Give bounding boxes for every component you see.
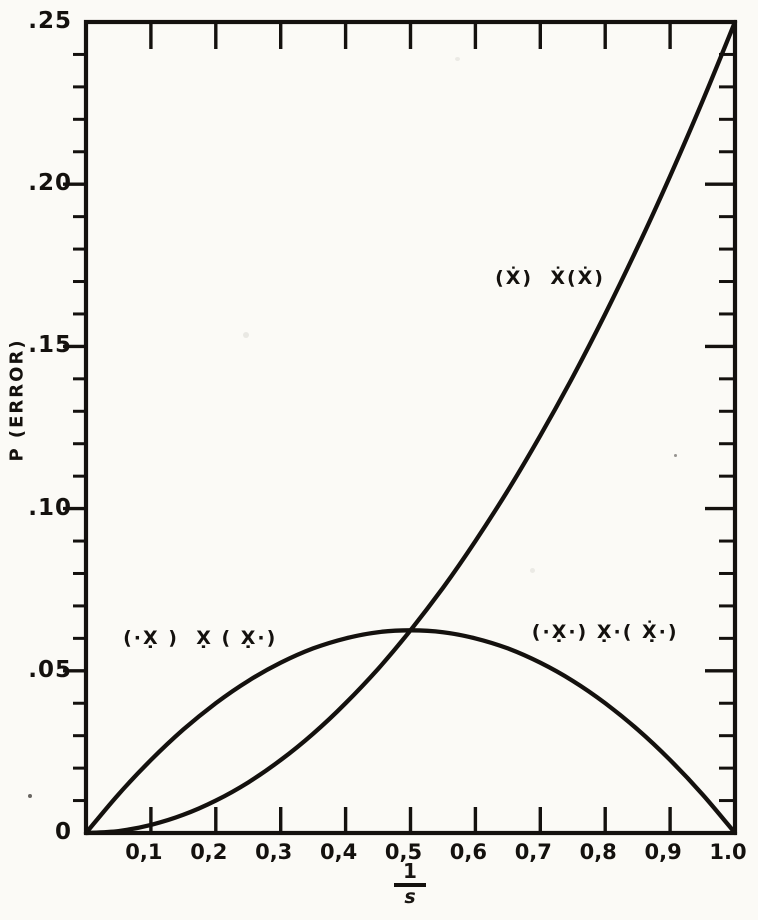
y-tick-label: .05: [28, 656, 72, 683]
y-tick-label: .15: [28, 332, 72, 359]
x-tick-label: 0,9: [644, 840, 682, 864]
x-tick-label: 0,1: [125, 840, 163, 864]
curve-label: (·X̣·) X̣·( Ẋ̣·): [531, 620, 679, 643]
x-axis-title-fraction: 1 s: [394, 861, 426, 907]
x-tick-label: 0,6: [449, 840, 487, 864]
x-tick-label: 0,4: [319, 840, 358, 864]
fraction-bar-line: [394, 883, 426, 887]
y-tick-label: .10: [28, 494, 72, 521]
scan-speck: [530, 568, 535, 573]
x-tick-label: 0,5: [384, 840, 423, 864]
x-axis-title-denominator: s: [404, 886, 416, 908]
x-tick-label: 0,8: [579, 840, 617, 864]
curve-label: (Ẋ) Ẋ(Ẋ): [495, 267, 605, 290]
data-curve-1: [83, 628, 738, 836]
x-tick-label: 0,2: [190, 840, 228, 864]
x-tick-label: 1.0: [709, 840, 747, 864]
x-tick-label: 0,3: [255, 840, 293, 864]
plot-frame: [83, 19, 738, 836]
x-axis-title-numerator: 1: [403, 859, 417, 883]
x-tick-label: 0,7: [514, 840, 552, 864]
scan-speck: [674, 454, 677, 457]
curve-label: (·X̣ ) X̣ ( X̣·): [123, 627, 278, 650]
scan-speck: [455, 57, 460, 61]
y-tick-label: .25: [28, 8, 72, 34]
y-tick-label: .20: [28, 170, 72, 197]
data-curve-0: [83, 19, 738, 836]
scan-speck: [243, 332, 249, 338]
y-tick-label: 0: [54, 819, 72, 845]
scan-speck: [28, 794, 32, 798]
